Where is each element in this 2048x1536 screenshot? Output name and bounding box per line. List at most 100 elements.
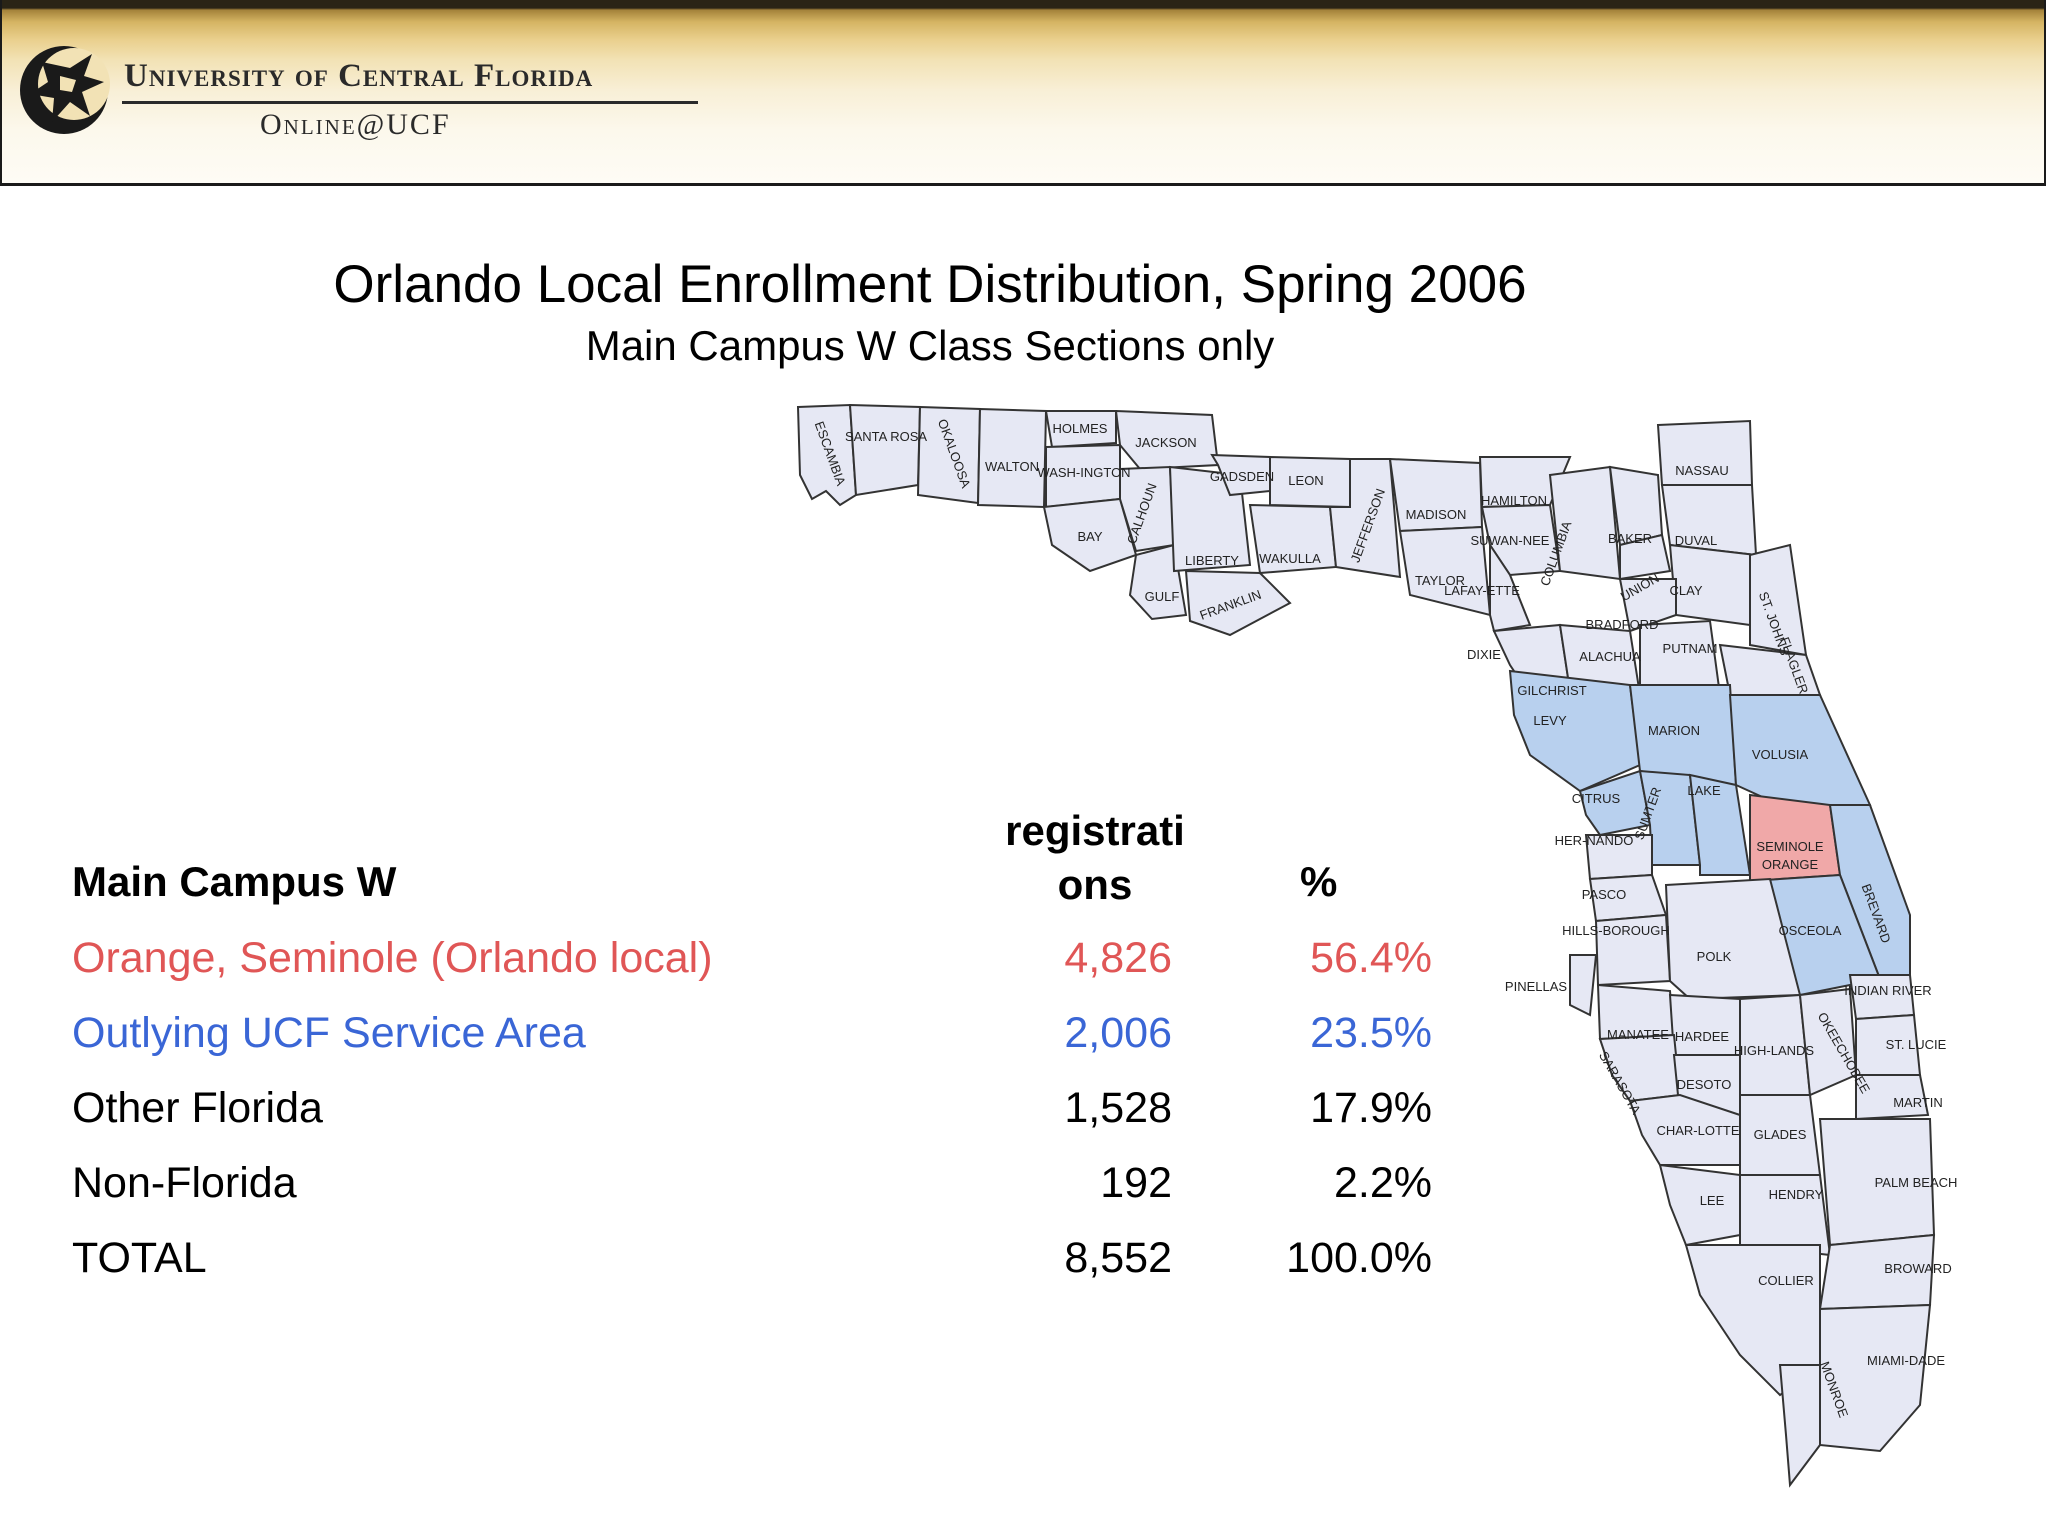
row-registrations: 4,826: [1064, 934, 1172, 982]
row-percent: 56.4%: [1310, 934, 1432, 982]
label-santa-rosa: SANTA ROSA: [845, 429, 927, 444]
label-gilchrist: GILCHRIST: [1517, 683, 1586, 698]
label-wakulla: WAKULLA: [1259, 551, 1321, 566]
county-lee: [1658, 1163, 1741, 1247]
florida-county-map: ESCAMBIA SANTA ROSA OKALOOSA WALTON HOLM…: [796, 403, 1958, 1488]
label-miami-dade: MIAMI-DADE: [1867, 1353, 1945, 1368]
label-nassau: NASSAU: [1675, 463, 1728, 478]
label-bradford: BRADFORD: [1586, 617, 1659, 632]
county-lafayette: [1489, 541, 1532, 633]
label-holmes: HOLMES: [1053, 421, 1108, 436]
county-putnam: [1639, 619, 1722, 696]
row-percent: 100.0%: [1286, 1234, 1432, 1282]
university-name: University of Central Florida: [124, 58, 594, 94]
header-rule: [122, 101, 698, 104]
county-franklin: [1184, 569, 1292, 637]
label-volusia: VOLUSIA: [1752, 747, 1809, 762]
row-label: TOTAL: [72, 1234, 207, 1282]
label-jackson: JACKSON: [1135, 435, 1196, 450]
label-taylor: TAYLOR: [1415, 573, 1465, 588]
label-polk: POLK: [1697, 949, 1732, 964]
label-marion: MARION: [1648, 723, 1700, 738]
county-bradford: [1618, 578, 1677, 633]
label-highlands: HIGH-LANDS: [1734, 1043, 1815, 1058]
county-walton: [976, 407, 1048, 509]
table-row-total: TOTAL 8,552 100.0%: [72, 1234, 1432, 1290]
row-registrations: 1,528: [1064, 1084, 1172, 1132]
label-alachua: ALACHUA: [1579, 649, 1641, 664]
label-washington: WASH-INGTON: [1037, 465, 1130, 480]
county-santa-rosa: [848, 403, 922, 497]
county-hardee: [1668, 993, 1741, 1056]
label-hernando: HER-NANDO: [1555, 833, 1634, 848]
label-madison: MADISON: [1406, 507, 1467, 522]
label-hardee: HARDEE: [1675, 1029, 1730, 1044]
label-martin: MARTIN: [1893, 1095, 1943, 1110]
label-osceola: OSCEOLA: [1779, 923, 1842, 938]
label-lee: LEE: [1700, 1193, 1725, 1208]
label-citrus: CITRUS: [1572, 791, 1621, 806]
label-manatee: MANATEE: [1607, 1027, 1669, 1042]
header-banner: University of Central Florida Online@UCF: [0, 0, 2046, 186]
label-broward: BROWARD: [1884, 1261, 1951, 1276]
label-baker: BAKER: [1608, 531, 1652, 546]
row-label: Outlying UCF Service Area: [72, 1009, 586, 1057]
label-liberty: LIBERTY: [1185, 553, 1239, 568]
label-levy: LEVY: [1533, 713, 1567, 728]
map-counties: [796, 403, 1936, 1488]
column-header-percent: %: [1300, 858, 1338, 905]
column-header-category: Main Campus W: [72, 858, 397, 905]
label-collier: COLLIER: [1758, 1273, 1814, 1288]
label-palm-beach: PALM BEACH: [1875, 1175, 1958, 1190]
county-sumter: [1638, 769, 1702, 866]
county-calhoun: [1119, 465, 1176, 553]
label-gulf: GULF: [1145, 589, 1180, 604]
county-suwannee: [1480, 503, 1562, 577]
row-percent: 23.5%: [1310, 1009, 1432, 1057]
label-glades: GLADES: [1754, 1127, 1807, 1142]
row-percent: 17.9%: [1310, 1084, 1432, 1132]
row-label: Non-Florida: [72, 1159, 297, 1207]
label-indian-river: INDIAN RIVER: [1844, 983, 1931, 998]
table-row: Non-Florida 192 2.2%: [72, 1159, 1432, 1215]
county-jackson: [1114, 409, 1220, 471]
label-suwannee: SUWAN-NEE: [1471, 533, 1550, 548]
table-row: Other Florida 1,528 17.9%: [72, 1084, 1432, 1140]
table-row: Orange, Seminole (Orlando local) 4,826 5…: [72, 934, 1432, 990]
county-gulf: [1128, 543, 1188, 621]
county-polk: [1664, 877, 1802, 1001]
label-charlotte: CHAR-LOTTE: [1656, 1123, 1739, 1138]
pegasus-logo-icon: [20, 46, 110, 134]
label-hendry: HENDRY: [1769, 1187, 1824, 1202]
row-label: Orange, Seminole (Orlando local): [72, 934, 713, 982]
label-desoto: DESOTO: [1677, 1077, 1732, 1092]
label-lafayette: LAFAY-ETTE: [1444, 583, 1520, 598]
label-duval: DUVAL: [1675, 533, 1717, 548]
county-collier: [1684, 1244, 1821, 1397]
row-registrations: 2,006: [1064, 1009, 1172, 1057]
row-registrations: 8,552: [1064, 1234, 1172, 1282]
county-gadsden: [1210, 453, 1271, 497]
county-union: [1619, 533, 1672, 581]
table-row: Outlying UCF Service Area 2,006 23.5%: [72, 1009, 1432, 1065]
county-miami-dade: [1819, 1303, 1932, 1453]
column-header-registrations: registrations: [1005, 807, 1185, 908]
row-percent: 2.2%: [1333, 1159, 1432, 1207]
county-pinellas: [1569, 954, 1598, 1017]
label-orange: ORANGE: [1762, 857, 1819, 872]
county-lake: [1688, 773, 1752, 876]
county-monroe: [1778, 1364, 1821, 1488]
label-putnam: PUTNAM: [1663, 641, 1718, 656]
label-pasco: PASCO: [1582, 887, 1627, 902]
label-dixie: DIXIE: [1467, 647, 1501, 662]
label-bay: BAY: [1077, 529, 1102, 544]
county-holmes: [1044, 410, 1117, 449]
slide-title: Orlando Local Enrollment Distribution, S…: [333, 255, 1527, 314]
row-registrations: 192: [1100, 1159, 1172, 1207]
label-hillsborough: HILLS-BOROUGH: [1562, 923, 1670, 938]
label-leon: LEON: [1288, 473, 1323, 488]
county-okeechobee: [1798, 987, 1858, 1097]
label-lake: LAKE: [1687, 783, 1721, 798]
county-martin: [1855, 1074, 1930, 1121]
